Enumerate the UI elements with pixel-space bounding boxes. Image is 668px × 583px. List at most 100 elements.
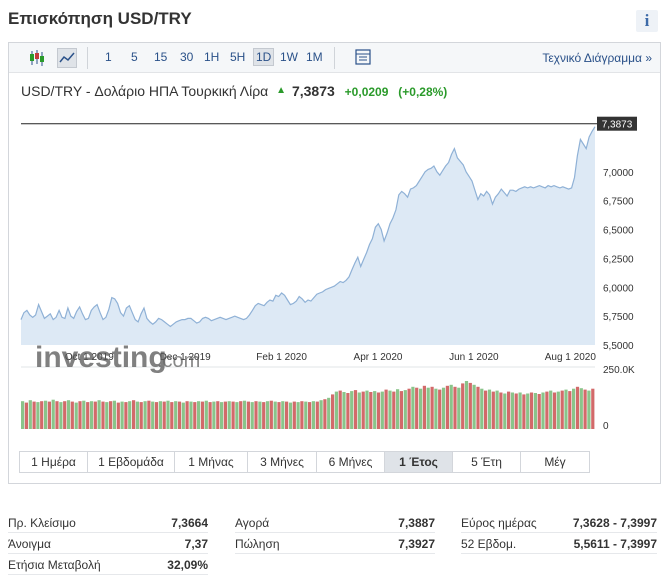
up-arrow-icon: ▲ <box>276 85 287 96</box>
line-chart-icon[interactable] <box>57 48 77 68</box>
volume-bar <box>388 390 392 429</box>
volume-bar <box>549 390 553 429</box>
y-tick-label: 5,5000 <box>603 341 634 352</box>
volume-bar <box>438 389 442 429</box>
period-1-week[interactable]: 1 Εβδομάδα <box>88 452 175 472</box>
range-1h[interactable]: 1H <box>204 50 220 64</box>
volume-bar <box>311 401 315 429</box>
volume-bar <box>162 401 166 429</box>
volume-bar <box>338 390 342 429</box>
range-1w[interactable]: 1W <box>280 50 298 64</box>
volume-bar <box>453 386 457 429</box>
volume-bar <box>181 402 185 429</box>
period-1-year[interactable]: 1 Έτος <box>385 452 453 472</box>
volume-bar <box>526 393 530 429</box>
stat-day-range: Εύρος ημέρας 7,3628 - 7,3997 <box>461 512 657 533</box>
period-max[interactable]: Μέγ <box>521 452 589 472</box>
stat-52-week-range: 52 Εβδομ. 5,5611 - 7,3997 <box>461 533 657 554</box>
volume-bar <box>541 392 545 429</box>
x-tick-label: Oct 1 2019 <box>65 352 114 363</box>
period-6-months[interactable]: 6 Μήνες <box>317 452 385 472</box>
volume-bar <box>568 391 572 429</box>
table-icon[interactable] <box>354 48 374 68</box>
volume-bar <box>166 400 170 429</box>
stat-open: Άνοιγμα 7,37 <box>8 533 208 554</box>
volume-bar <box>350 391 354 429</box>
volume-bar <box>185 401 189 429</box>
volume-bar <box>457 387 461 429</box>
volume-bar <box>369 392 373 429</box>
volume-bar <box>101 401 105 429</box>
range-5h[interactable]: 5H <box>230 50 246 64</box>
volume-bar <box>82 400 86 429</box>
volume-bar <box>331 394 335 429</box>
volume-bar <box>361 391 365 429</box>
period-1-month[interactable]: 1 Μήνας <box>175 452 248 472</box>
investing-watermark: investing .com <box>35 341 200 374</box>
volume-bar <box>579 388 583 429</box>
volume-bar <box>24 402 28 429</box>
volume-bar <box>419 388 423 429</box>
volume-bar <box>250 402 254 429</box>
volume-bar <box>300 401 304 429</box>
volume-bar <box>434 388 438 429</box>
volume-bar <box>491 391 495 429</box>
volume-bar <box>587 390 591 429</box>
volume-bar <box>304 401 308 429</box>
volume-bar <box>47 401 51 429</box>
volume-bar <box>262 402 266 429</box>
range-15[interactable]: 15 <box>154 50 168 64</box>
volume-bar <box>384 389 388 429</box>
volume-bar <box>193 402 197 429</box>
stat-label: 52 Εβδομ. <box>461 537 517 551</box>
stat-value: 7,3664 <box>171 516 208 530</box>
volume-bar <box>288 402 293 429</box>
info-icon[interactable]: i <box>636 10 658 32</box>
volume-bar <box>208 402 212 429</box>
range-1m[interactable]: 1M <box>306 50 323 64</box>
volume-bar <box>242 400 247 429</box>
period-5-years[interactable]: 5 Έτη <box>453 452 521 472</box>
y-tick-label: 5,7500 <box>603 312 634 323</box>
volume-bar <box>353 390 358 429</box>
volume-bar <box>273 401 277 429</box>
stat-label: Ετήσια Μεταβολή <box>8 558 101 572</box>
candlestick-icon[interactable] <box>27 48 47 68</box>
volume-bar <box>396 389 400 429</box>
volume-bar <box>269 400 273 429</box>
range-1[interactable]: 1 <box>105 50 112 64</box>
range-30[interactable]: 30 <box>180 50 194 64</box>
technical-chart-link[interactable]: Τεχνικό Διάγραμμα » <box>542 51 652 65</box>
chart-toolbar: 1 5 15 30 1H 5H 1D 1W 1M Τεχνικό Διάγραμ… <box>9 43 660 73</box>
volume-bar <box>415 387 419 429</box>
volume-bar <box>484 390 488 429</box>
volume-bar <box>151 401 155 429</box>
stat-yearly-change: Ετήσια Μεταβολή 32,09% <box>8 554 208 575</box>
y-tick-label: 6,2500 <box>603 254 634 265</box>
volume-bar <box>109 401 113 429</box>
volume-bar <box>399 391 403 429</box>
range-5[interactable]: 5 <box>131 50 138 64</box>
watermark-brand: investing <box>35 341 167 374</box>
volume-bar <box>285 401 289 429</box>
volume-bar <box>533 393 537 429</box>
volume-bar <box>128 401 132 429</box>
volume-bar <box>510 392 514 429</box>
period-3-months[interactable]: 3 Μήνες <box>248 452 317 472</box>
period-1-day[interactable]: 1 Ημέρα <box>20 452 88 472</box>
volume-bar <box>327 397 331 429</box>
volume-bar <box>346 393 350 429</box>
volume-bar <box>357 392 361 429</box>
price-change-percent: (+0,28%) <box>398 85 448 99</box>
volume-bar <box>59 402 63 429</box>
price-chart[interactable]: 7,3873 5,5000 5,7500 6,0000 6,2500 6,5000 6,7… <box>9 109 660 439</box>
stat-value: 7,3927 <box>398 537 435 551</box>
volume-bar <box>334 391 338 429</box>
volume-bar <box>120 401 124 429</box>
x-tick-label: Aug 1 2020 <box>545 352 597 363</box>
volume-bar <box>323 399 327 429</box>
volume-bar <box>89 401 94 429</box>
volume-bar <box>472 384 476 429</box>
volume-bar <box>308 402 312 429</box>
range-1d[interactable]: 1D <box>253 48 275 66</box>
